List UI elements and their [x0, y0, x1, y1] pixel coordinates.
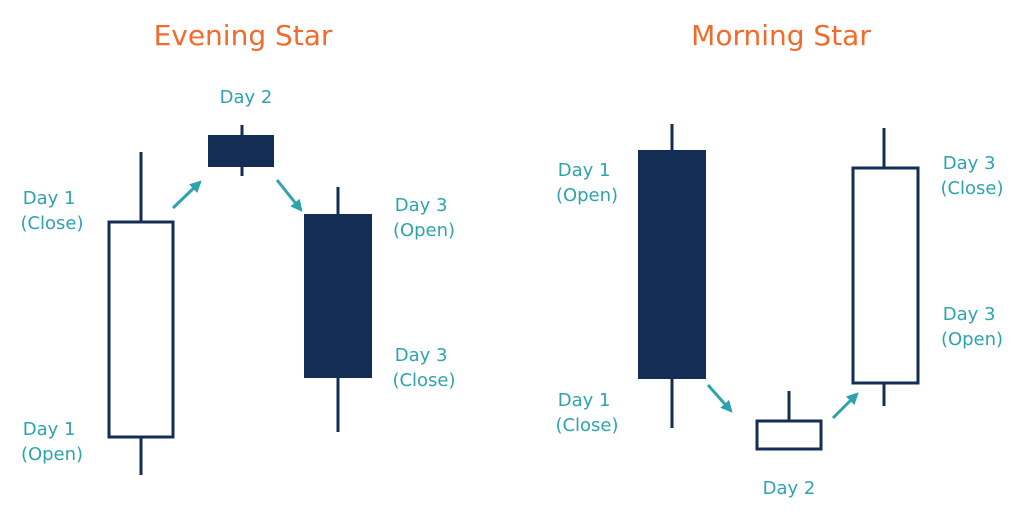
evening-day2-body [208, 135, 274, 167]
evening-star-pattern: Evening Star Day 1 (Close) Day 1 (Open) [20, 19, 456, 475]
morning-day3-body [851, 166, 920, 385]
evening-day3-open-label: Day 3 (Open) [393, 195, 455, 241]
morning-day2-body [755, 419, 823, 451]
morning-day1-close-label: Day 1 (Close) [555, 390, 618, 436]
morning-day3-candle [851, 128, 920, 406]
morning-day3-open-label: Day 3 (Open) [941, 304, 1003, 350]
evening-arrow-up [171, 180, 202, 210]
evening-day1-body [107, 220, 175, 439]
morning-day2-candle [755, 391, 823, 451]
evening-day3-close-label: Day 3 (Close) [392, 345, 455, 391]
evening-arrow-down [275, 179, 303, 212]
morning-day1-open-label: Day 1 (Open) [556, 160, 618, 206]
morning-day1-candle [638, 124, 706, 428]
evening-day1-open-label: Day 1 (Open) [21, 419, 83, 465]
morning-day1-body [638, 150, 706, 379]
evening-day2-label: Day 2 [220, 87, 273, 108]
morning-arrow-down [706, 384, 733, 413]
morning-arrow-up [831, 392, 859, 420]
morning-star-pattern: Morning Star Day 1 (Open) Day 1 (Close) [555, 19, 1003, 499]
morning-star-title: Morning Star [691, 19, 871, 52]
evening-day3-candle [304, 187, 372, 432]
evening-day2-candle [208, 125, 274, 176]
morning-day2-label: Day 2 [763, 478, 816, 499]
evening-day3-body [304, 214, 372, 378]
evening-day1-candle [107, 152, 175, 475]
evening-day1-close-label: Day 1 (Close) [20, 188, 83, 234]
morning-day3-close-label: Day 3 (Close) [940, 153, 1003, 199]
evening-star-title: Evening Star [154, 19, 333, 52]
